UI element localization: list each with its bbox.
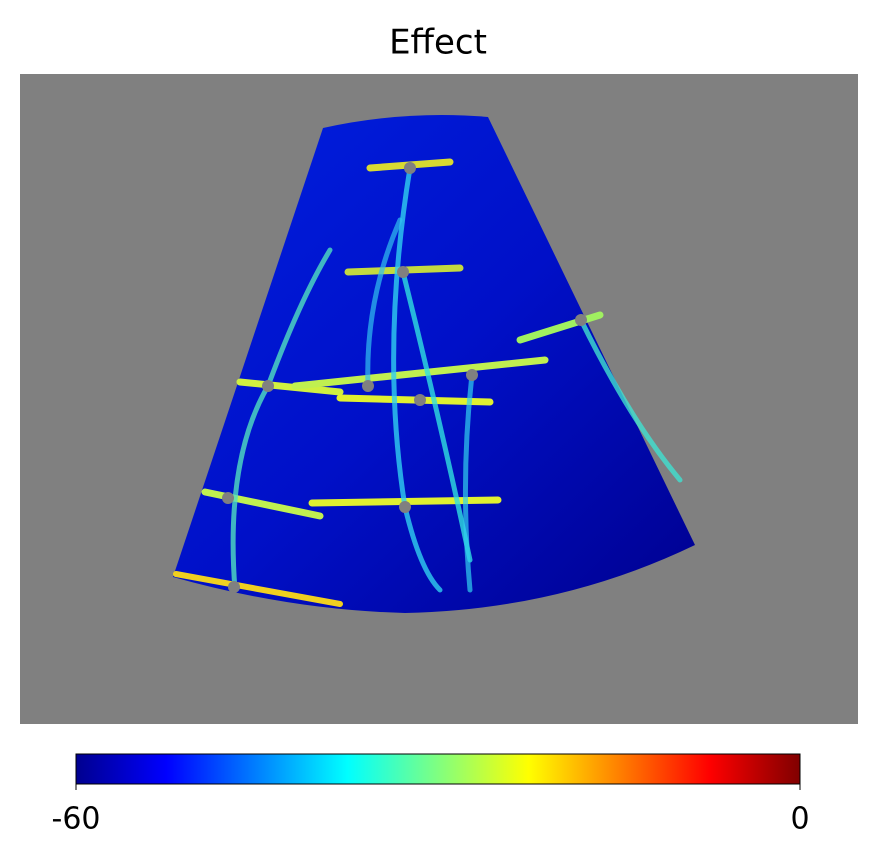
marker <box>466 369 478 381</box>
marker <box>222 492 234 504</box>
stripe <box>173 571 343 607</box>
stripe <box>578 317 683 483</box>
stripe <box>462 372 475 593</box>
stripe <box>391 165 443 593</box>
stripe <box>400 269 473 563</box>
stripe <box>291 356 549 390</box>
heatmap-region <box>173 115 695 613</box>
marker <box>404 162 416 174</box>
markers <box>222 162 587 593</box>
marker <box>262 380 274 392</box>
heatmap-area <box>173 115 695 613</box>
marker <box>399 501 411 513</box>
marker <box>362 380 374 392</box>
marker <box>414 394 426 406</box>
heatmap-stripes <box>173 158 683 607</box>
marker <box>228 581 240 593</box>
colorbar-tick-label: -60 <box>52 802 101 837</box>
chart-title: Effect <box>389 23 487 63</box>
colorbar <box>75 753 801 785</box>
marker <box>397 266 409 278</box>
stripe <box>236 378 344 396</box>
colorbar-tick-label: 0 <box>790 802 809 837</box>
marker <box>575 314 587 326</box>
stripe <box>365 217 403 389</box>
